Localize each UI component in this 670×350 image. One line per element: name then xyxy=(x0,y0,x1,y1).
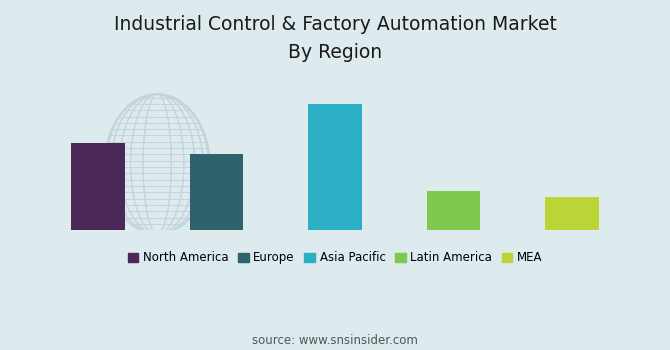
Legend: North America, Europe, Asia Pacific, Latin America, MEA: North America, Europe, Asia Pacific, Lat… xyxy=(123,246,547,269)
Bar xyxy=(190,154,243,230)
Bar xyxy=(71,143,125,230)
Title: Industrial Control & Factory Automation Market
By Region: Industrial Control & Factory Automation … xyxy=(113,15,557,62)
Bar xyxy=(427,191,480,230)
Bar xyxy=(308,104,362,230)
Bar xyxy=(545,197,599,230)
Text: source: www.snsinsider.com: source: www.snsinsider.com xyxy=(252,334,418,346)
